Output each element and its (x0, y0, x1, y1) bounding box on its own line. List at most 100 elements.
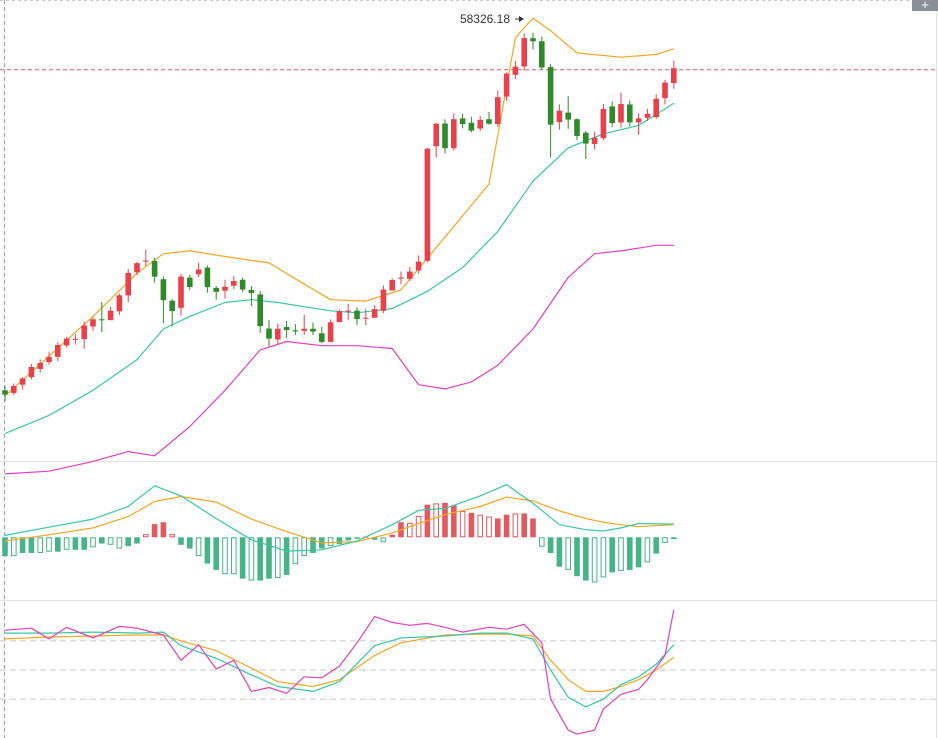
macd-histogram-bar (169, 534, 175, 538)
candle (574, 118, 580, 141)
candle (222, 279, 228, 299)
candle-body (275, 328, 281, 340)
macd-histogram-bar (671, 537, 677, 540)
macd-histogram-bar (19, 537, 26, 553)
candle (239, 277, 246, 292)
candle (257, 291, 263, 333)
candle (292, 324, 299, 335)
candle-body (609, 106, 615, 124)
candle-body (618, 104, 624, 123)
candle-body (187, 277, 193, 288)
macd-histogram-bar (143, 534, 149, 538)
macd-histogram-bar (248, 537, 255, 581)
kdj-d-line (4, 633, 675, 693)
candle-body (336, 311, 343, 323)
candle (486, 112, 492, 125)
macd-histogram-bar (653, 537, 659, 554)
macd-histogram-bar (72, 537, 79, 550)
candle-body (63, 338, 70, 346)
macd-histogram-bar (600, 537, 607, 578)
candle (19, 377, 26, 390)
candle (433, 122, 439, 158)
candle-body (327, 322, 334, 342)
candle (600, 103, 607, 141)
macd-histogram-bar (301, 537, 307, 557)
macd-histogram-bar (371, 537, 378, 540)
macd-histogram-bar (46, 537, 52, 552)
candle (99, 302, 105, 333)
add-indicator-button[interactable]: + (912, 0, 938, 11)
candle (424, 147, 431, 263)
macd-histogram-bar (389, 534, 395, 538)
macd-histogram-bar (644, 537, 651, 563)
candle-body (354, 310, 360, 320)
macd-histogram-bar (116, 537, 123, 549)
candle (662, 79, 668, 105)
max-price-label: 58326.18 (460, 12, 510, 26)
macd-histogram-bar (442, 502, 448, 538)
candle (336, 309, 343, 323)
candle (371, 305, 378, 318)
candle-body (143, 260, 149, 262)
candle (187, 274, 193, 290)
candle (468, 116, 475, 133)
candle (521, 33, 527, 71)
candle-body (11, 386, 17, 393)
candle (195, 262, 202, 277)
candle-body (310, 328, 316, 332)
candle (459, 113, 466, 129)
candle-body (46, 356, 52, 363)
candle (556, 104, 563, 130)
candle (55, 342, 61, 362)
candle (415, 255, 422, 274)
macd-histogram-bar (539, 537, 545, 547)
macd-histogram-bar (574, 537, 580, 577)
candle-body (345, 310, 351, 312)
macd-histogram-bar (583, 537, 589, 581)
max-price-arrow-icon (519, 16, 524, 22)
macd-histogram-bar (239, 537, 246, 579)
candle (327, 319, 334, 342)
candle-body (28, 367, 35, 378)
macd-histogram-bar (327, 537, 334, 547)
macd-histogram-bar (521, 513, 527, 538)
macd-histogram-bar (275, 537, 281, 579)
candle-body (627, 104, 633, 123)
macd-histogram-bar (178, 537, 184, 545)
candle-body (521, 38, 527, 67)
candle (28, 364, 35, 380)
macd-histogram-bar (565, 537, 572, 570)
macd-histogram-bar (231, 537, 237, 575)
candle-body (125, 272, 131, 296)
candle (231, 276, 237, 289)
macd-histogram-bar (512, 513, 519, 538)
candle (90, 317, 96, 331)
macd-histogram-bar (11, 537, 17, 557)
candle (213, 286, 219, 300)
candle-body (363, 317, 369, 319)
macd-histogram-bar (213, 537, 219, 570)
candle-body (99, 319, 105, 321)
macd-histogram-bar (477, 514, 483, 538)
macd-histogram-bar (609, 537, 615, 573)
macd-histogram-bar (257, 537, 263, 581)
candle (275, 323, 281, 344)
macd-histogram-bar (547, 537, 554, 553)
boll-mid-line (4, 102, 675, 435)
candle (81, 321, 87, 349)
candle (442, 119, 448, 154)
candle-body (204, 267, 211, 288)
candle (671, 60, 677, 89)
candle (565, 96, 571, 129)
macd-histogram-bar (495, 518, 501, 538)
macd-histogram-bar (354, 537, 360, 539)
macd-histogram-bar (90, 537, 96, 548)
candle-body (257, 294, 263, 327)
macd-histogram-bar (107, 537, 114, 545)
candle (653, 94, 659, 119)
candle-body (495, 97, 501, 125)
candle-body (222, 286, 228, 291)
candle-body (37, 362, 43, 369)
macd-histogram-bar (591, 537, 598, 583)
